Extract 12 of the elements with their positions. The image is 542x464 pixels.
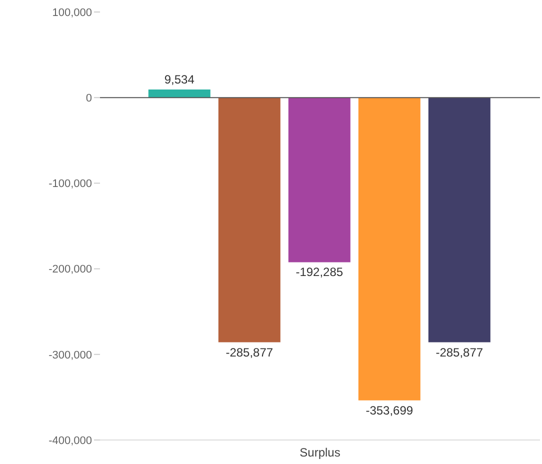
y-tick-label: -400,000 <box>48 434 92 447</box>
y-tick-label: -100,000 <box>48 178 92 190</box>
data-label: -285,877 <box>226 345 274 360</box>
data-label: -192,285 <box>296 265 344 280</box>
y-tick-label: -300,000 <box>48 349 92 362</box>
x-tick-label: Surplus <box>300 446 340 460</box>
data-label: -285,877 <box>436 345 484 360</box>
data-label: 9,534 <box>164 72 195 86</box>
y-tick-label: 100,000 <box>52 6 92 19</box>
y-tick-label: 0 <box>86 92 92 105</box>
y-tick-label: -200,000 <box>48 264 92 276</box>
data-label: -353,699 <box>366 403 414 418</box>
